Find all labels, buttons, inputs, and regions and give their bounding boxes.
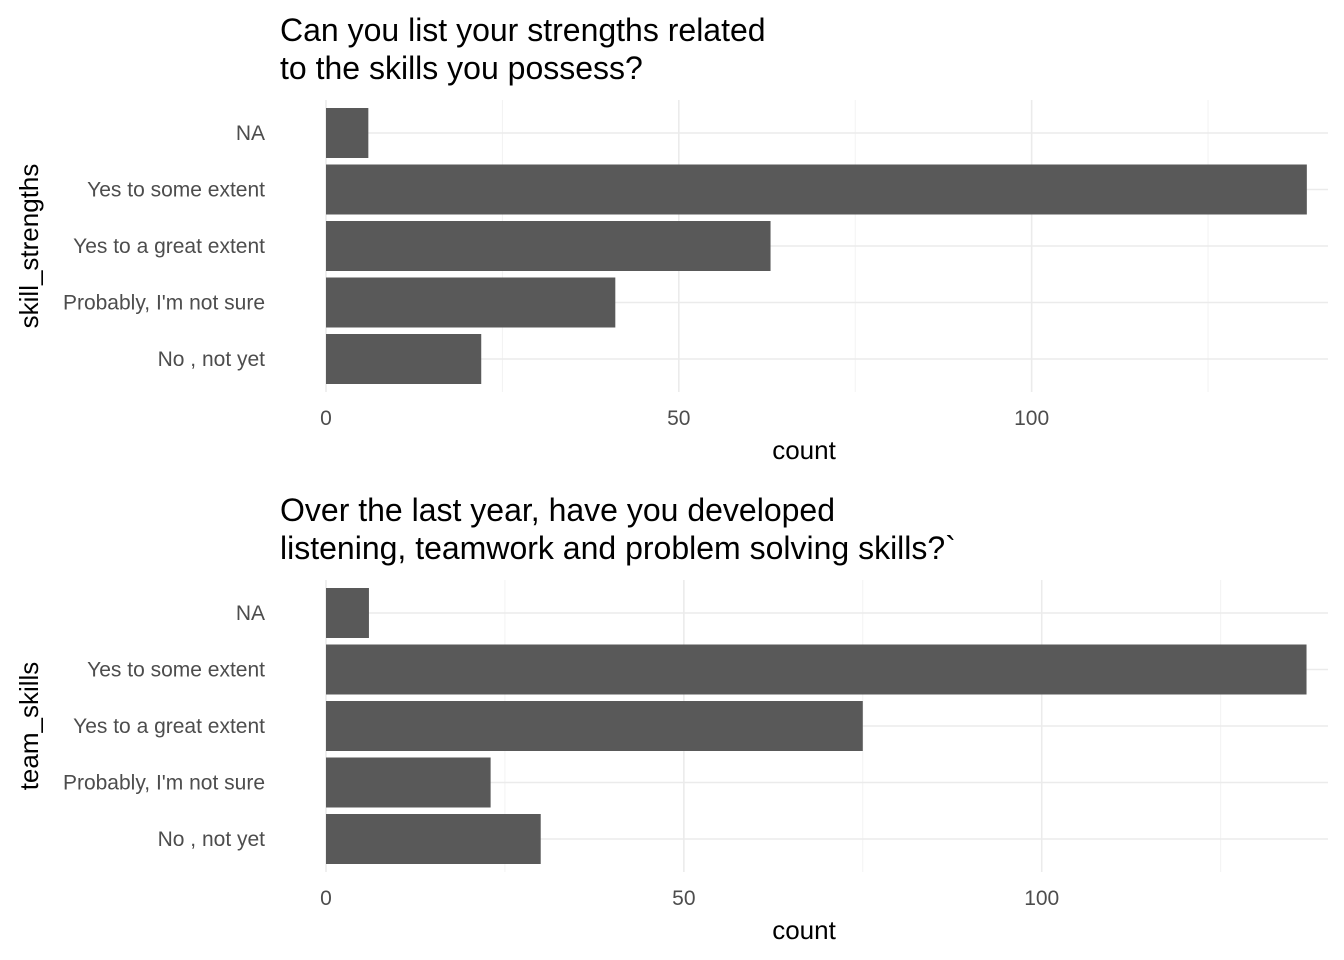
bar [326, 757, 491, 808]
x-axis-label: count [772, 435, 836, 465]
x-tick-label: 0 [320, 407, 332, 430]
bar [326, 588, 369, 638]
chart-panel-1: NA Yes to some extent Yes to a great exten… [14, 12, 1328, 465]
bar [326, 644, 1307, 695]
y-tick-label: Yes to some extent [87, 179, 265, 202]
x-tick-label: 50 [672, 887, 695, 910]
y-tick-label: NA [236, 122, 265, 145]
chart-panel-2: NA Yes to some extent Yes to a great exten… [14, 492, 1328, 945]
y-axis-label: skill_strengths [14, 164, 44, 329]
chart-title-line-1: Over the last year, have you developed [280, 492, 835, 528]
y-tick-label: Probably, I'm not sure [63, 292, 265, 315]
y-tick-label: Yes to a great extent [73, 235, 265, 258]
bar [326, 164, 1307, 215]
x-tick-label: 100 [1024, 887, 1059, 910]
chart-title-line-2: listening, teamwork and problem solving … [280, 530, 956, 566]
bar [326, 701, 863, 751]
y-tick-label: Yes to a great extent [73, 715, 265, 738]
x-tick-label: 100 [1014, 407, 1049, 430]
y-axis-label: team_skills [14, 662, 44, 791]
y-tick-label: Yes to some extent [87, 659, 265, 682]
chart-title-line-1: Can you list your strengths related [280, 12, 766, 48]
x-tick-label: 50 [667, 407, 690, 430]
x-tick-label: 0 [320, 887, 332, 910]
y-tick-label: Probably, I'm not sure [63, 772, 265, 795]
bar [326, 334, 482, 384]
bar [326, 221, 771, 271]
chart-title-line-2: to the skills you possess? [280, 50, 643, 86]
y-tick-label: No , not yet [158, 828, 266, 851]
y-tick-label: No , not yet [158, 348, 266, 371]
y-tick-label: NA [236, 602, 265, 625]
x-axis-label: count [772, 915, 836, 945]
bar [326, 277, 616, 328]
bar [326, 814, 541, 864]
bar [326, 108, 369, 158]
